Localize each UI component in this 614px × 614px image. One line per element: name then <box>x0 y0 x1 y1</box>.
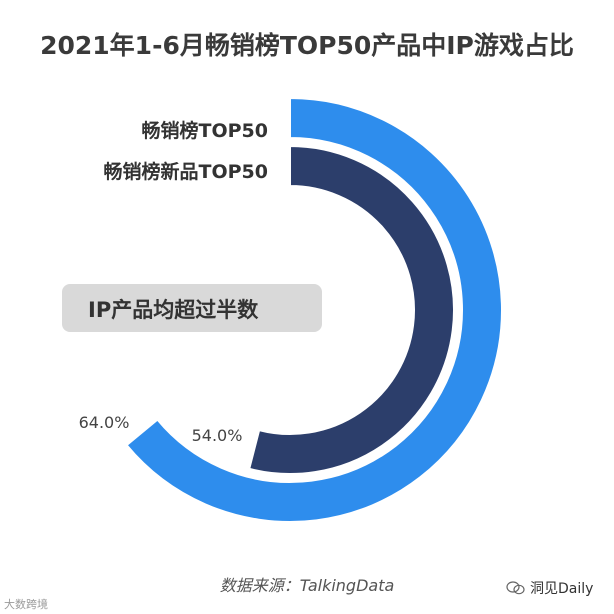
watermark-right-text: 洞见Daily <box>530 581 594 597</box>
wechat-icon <box>506 581 525 595</box>
source-note: 数据来源：TalkingData <box>219 576 395 595</box>
data-label-2: 54.0% <box>192 426 243 445</box>
callout-text: IP产品均超过半数 <box>88 298 259 322</box>
callout-box: IP产品均超过半数 <box>62 284 322 332</box>
ring-bar-2 <box>247 144 455 475</box>
corner-watermark: 大数跨境 <box>4 598 48 611</box>
ring-bar-1 <box>125 96 503 523</box>
series-name-1: 畅销榜TOP50 <box>142 119 268 142</box>
data-label-1: 64.0% <box>79 413 130 432</box>
chart-title: 2021年1-6月畅销榜TOP50产品中IP游戏占比 <box>40 31 574 60</box>
series-name-2: 畅销榜新品TOP50 <box>104 160 268 183</box>
wechat-watermark: 洞见Daily <box>506 578 593 598</box>
